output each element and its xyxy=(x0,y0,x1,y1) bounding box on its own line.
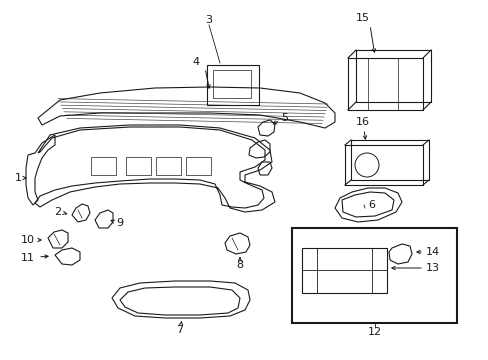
Text: 3: 3 xyxy=(205,15,212,25)
Text: 14: 14 xyxy=(425,247,439,257)
Text: 8: 8 xyxy=(236,260,243,270)
Bar xyxy=(91,157,116,175)
Text: 11: 11 xyxy=(21,253,35,263)
Text: 7: 7 xyxy=(176,325,183,335)
Text: 12: 12 xyxy=(367,327,381,337)
Bar xyxy=(185,157,210,175)
Text: 5: 5 xyxy=(281,113,288,123)
Bar xyxy=(291,228,456,323)
Text: 4: 4 xyxy=(192,57,199,67)
Text: 15: 15 xyxy=(355,13,369,23)
Bar xyxy=(213,70,250,98)
Text: 16: 16 xyxy=(355,117,369,127)
Text: 13: 13 xyxy=(425,263,439,273)
Bar xyxy=(126,157,151,175)
Text: 1: 1 xyxy=(15,173,21,183)
Text: 9: 9 xyxy=(116,218,123,228)
Bar xyxy=(206,65,259,105)
Bar xyxy=(156,157,181,175)
Text: 10: 10 xyxy=(21,235,35,245)
Text: 2: 2 xyxy=(54,207,61,217)
Text: 6: 6 xyxy=(368,200,375,210)
